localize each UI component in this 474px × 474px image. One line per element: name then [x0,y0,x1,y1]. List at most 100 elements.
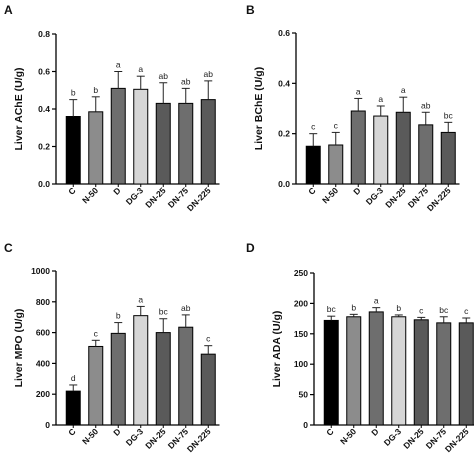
y-tick-label: 0.0 [38,179,50,189]
x-tick-label: DN-225 [443,426,471,454]
y-tick-label: 0 [303,420,308,430]
bar-dg-3 [133,315,149,426]
chart-panels: A Liver AChE (U/g) 0.0 0.2 0.4 0.6 0.8 b Cb N-50 a… [4,3,474,454]
y-tick-label: 0.2 [38,142,50,152]
significance-label: a [116,60,121,70]
x-tick-label: D [369,426,380,437]
y-axis-label: Liver MPO (U/g) [13,309,25,388]
y-tick-label: 150 [294,329,308,339]
significance-label: bc [327,304,337,314]
y-tick-label: 0.6 [38,67,50,77]
bar-c [65,116,81,185]
x-tick-label: C [306,185,317,196]
y-tick-label: 1000 [31,266,50,276]
y-axis-label: Liver AChE (U/g) [13,67,25,150]
bar-c [323,319,339,426]
bar-dn-225 [458,322,474,426]
panel-letter: A [4,3,13,17]
x-tick-label: C [66,185,77,196]
significance-label: bc [159,307,169,317]
bar-dn-225 [200,353,216,426]
significance-label: bc [444,110,454,120]
bar-n-50 [88,345,104,426]
y-tick-label: 0 [45,420,50,430]
x-tick-label: C [324,426,335,437]
significance-label: a [356,86,361,96]
y-tick-label: 600 [36,328,50,338]
bar-n-50 [328,144,344,185]
significance-label: ab [181,76,191,86]
bar-dn-225 [200,99,216,185]
significance-label: d [71,373,76,383]
y-axis-label: Liver BChE (U/g) [253,67,265,150]
chart-panel-b: B Liver BChE (U/g) 0.0 0.2 0.4 0.6 c Cc N-50 a Da D… [246,3,460,213]
bar-n-50 [88,111,104,185]
panel-letter: B [246,3,255,17]
bar-dn-75 [178,326,194,426]
bar-dn-75 [418,124,434,185]
bar-d [350,110,366,185]
y-tick-label: 0.6 [278,28,290,38]
bar-dn-25 [395,111,411,185]
y-tick-label: 200 [294,298,308,308]
x-tick-label: N-50 [80,426,100,446]
significance-label: bc [439,305,449,315]
significance-label: a [401,85,406,95]
y-tick-label: 800 [36,297,50,307]
x-tick-label: N-50 [338,426,358,446]
significance-label: c [464,306,469,316]
y-axis-label: Liver ADA (U/g) [271,311,283,388]
chart-panel-c: C Liver MPO (U/g) 0 200 400 600 800 1000 d Cc N-50… [4,241,220,454]
significance-label: c [334,120,339,130]
bar-dn-225 [440,131,456,185]
x-tick-label: DN-25 [383,185,408,210]
bar-dg-3 [373,115,389,185]
significance-label: c [94,328,99,338]
y-tick-label: 400 [36,358,50,368]
x-tick-label: DG-3 [364,185,386,207]
significance-label: ab [204,69,214,79]
x-tick-label: DN-25 [143,426,168,451]
significance-label: ab [421,100,431,110]
panel-letter: C [4,241,13,255]
bar-dg-3 [391,316,407,426]
bar-c [65,390,81,426]
significance-label: ab [181,303,191,313]
significance-label: b [116,311,121,321]
panel-letter: D [246,241,255,255]
x-tick-label: D [111,426,122,437]
significance-label: c [419,305,424,315]
bar-dn-25 [155,332,171,426]
x-tick-label: DN-225 [185,426,213,454]
y-tick-label: 250 [294,268,308,278]
x-tick-label: DN-225 [185,185,213,213]
x-tick-label: N-50 [320,185,340,205]
x-tick-label: DG-3 [124,185,146,207]
significance-label: a [138,294,143,304]
x-tick-label: C [66,426,77,437]
chart-panel-a: A Liver AChE (U/g) 0.0 0.2 0.4 0.6 0.8 b Cb N-50 a… [4,3,220,213]
x-tick-label: D [111,185,122,196]
bar-d [110,87,126,185]
bar-dn-75 [436,322,452,426]
y-tick-label: 50 [299,390,309,400]
significance-label: b [93,85,98,95]
significance-label: b [351,302,356,312]
x-tick-label: DN-25 [401,426,426,451]
significance-label: a [138,64,143,74]
bar-dn-75 [178,102,194,185]
bar-dg-3 [133,88,149,185]
bar-d [368,311,384,426]
x-tick-label: N-50 [80,185,100,205]
significance-label: c [311,122,316,132]
bar-n-50 [346,316,362,426]
bar-c [305,145,321,185]
significance-label: b [396,303,401,313]
y-tick-label: 0.8 [38,29,50,39]
y-tick-label: 100 [294,359,308,369]
significance-label: c [206,334,211,344]
y-tick-label: 0.4 [278,78,290,88]
y-tick-label: 0.0 [278,179,290,189]
significance-label: a [374,296,379,306]
